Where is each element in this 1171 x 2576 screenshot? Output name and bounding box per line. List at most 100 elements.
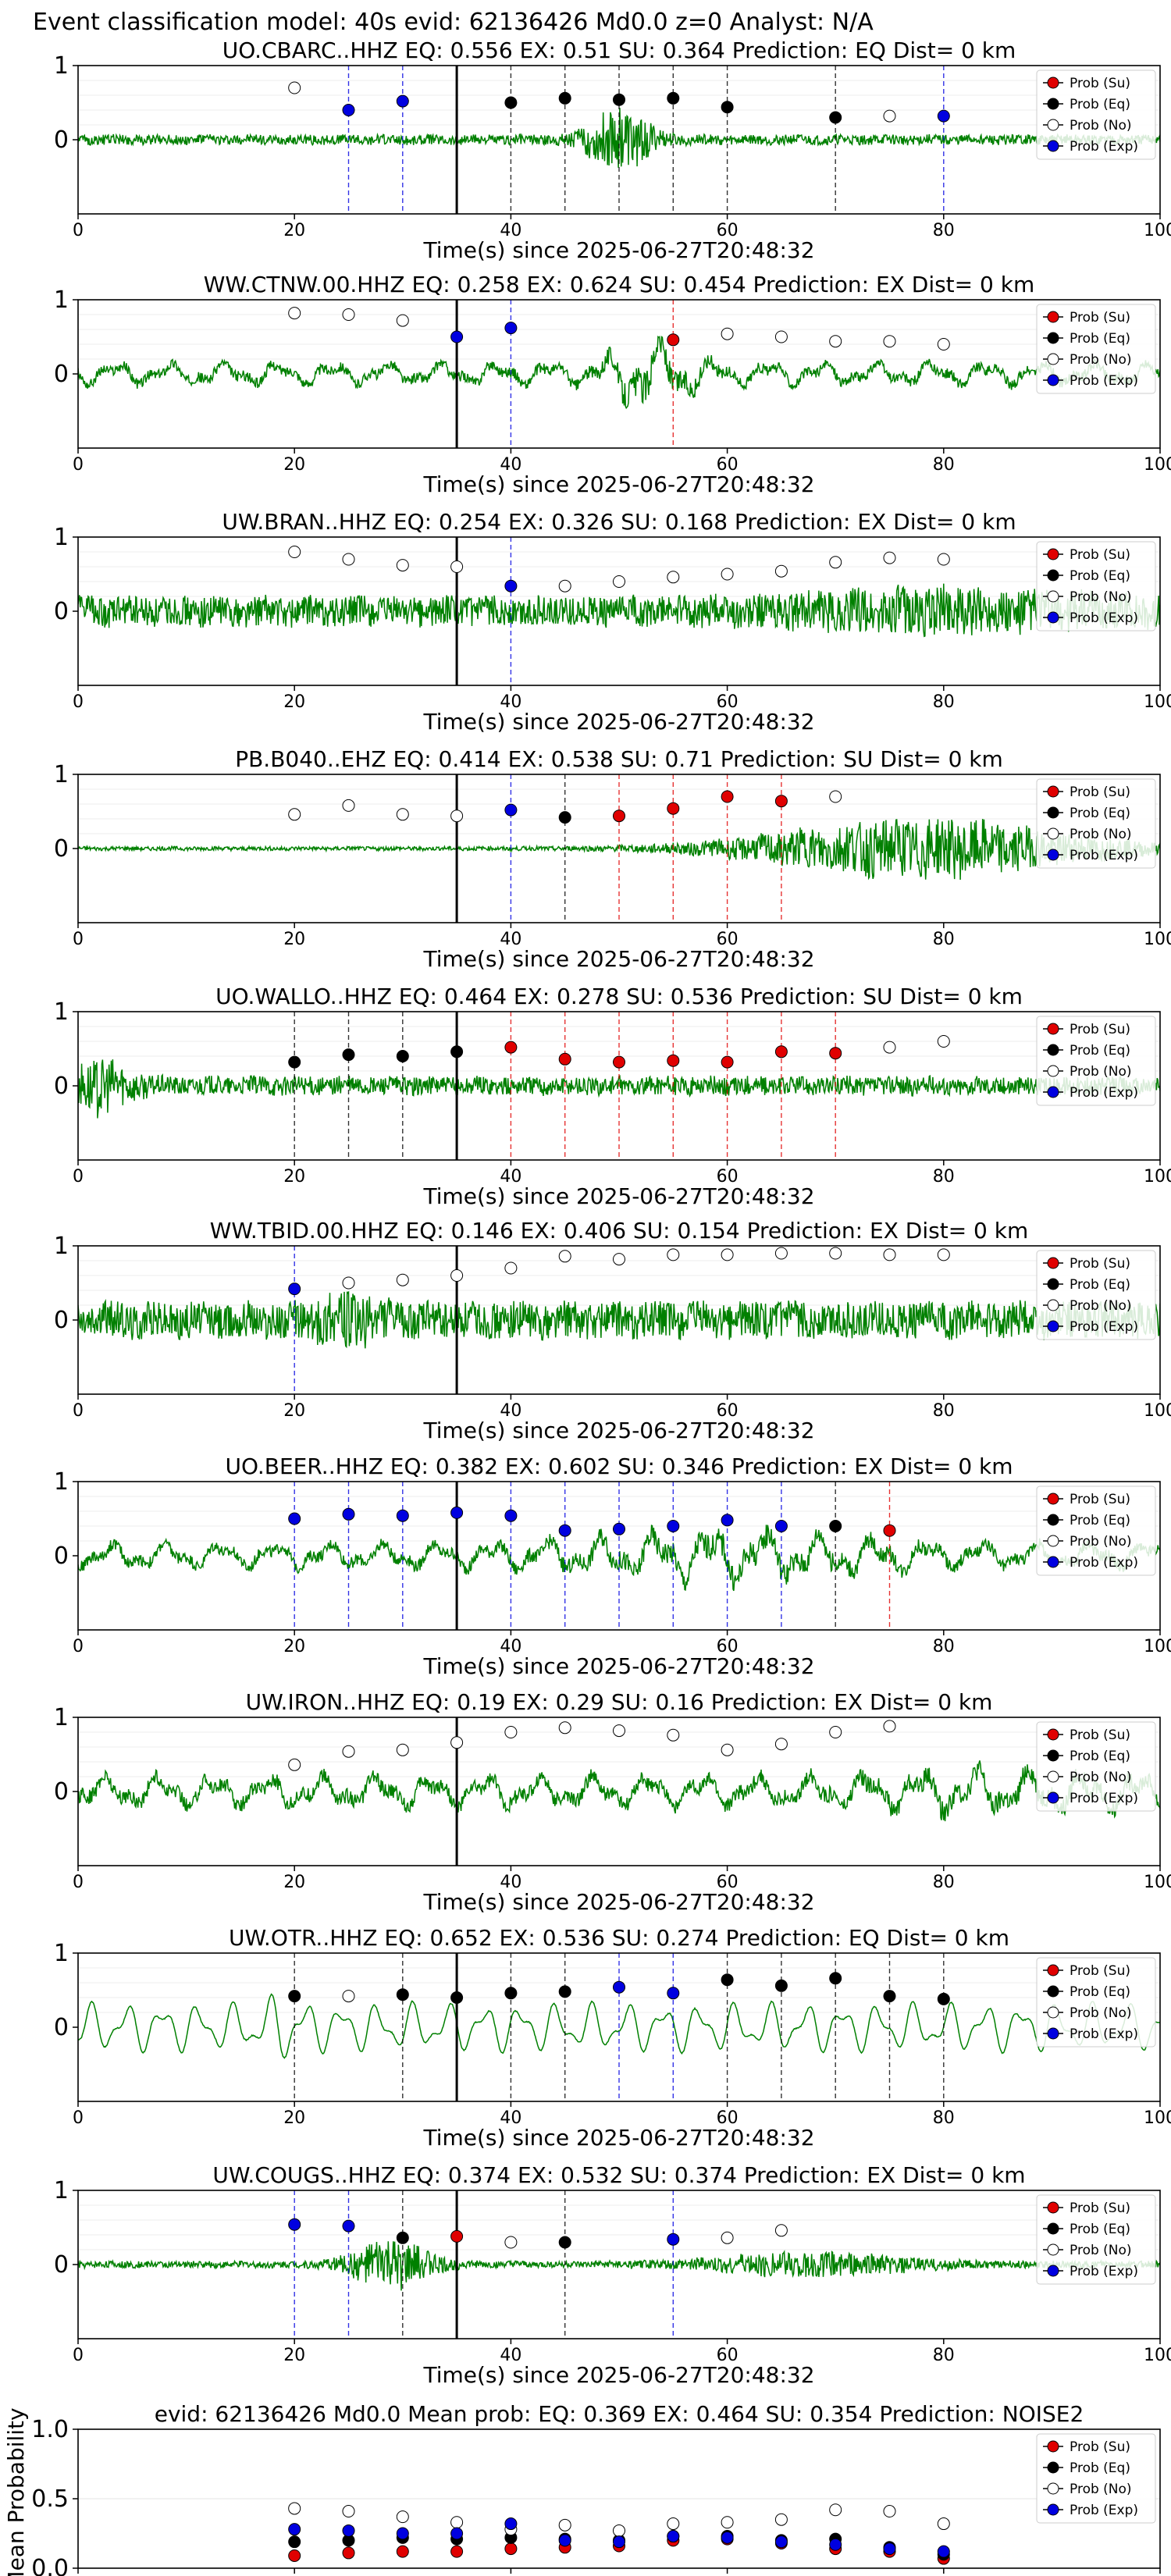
prob-point-no (721, 327, 734, 340)
x-tick-label: 20 (283, 1167, 305, 1187)
legend-marker (1047, 332, 1059, 344)
prob-point-no (396, 808, 409, 821)
prob-point-eq (504, 1987, 518, 2000)
legend-marker (1047, 1086, 1059, 1098)
prob-point-no (883, 1041, 896, 1054)
x-tick-label: 20 (283, 221, 305, 240)
prob-point-eq (288, 1055, 301, 1069)
legend-label: Prob (Su) (1070, 1727, 1130, 1743)
waveform-trace (78, 583, 1160, 638)
mean-point-exp (342, 2524, 355, 2537)
legend-box (1036, 778, 1156, 869)
legend-box (1036, 304, 1156, 394)
x-tick-label: 40 (500, 1167, 521, 1187)
x-tick-label: 60 (717, 1873, 739, 1892)
legend-label: Prob (No) (1070, 589, 1132, 605)
prob-point-eq (558, 811, 571, 824)
x-axis-label: Time(s) since 2025-06-27T20:48:32 (422, 1183, 814, 1209)
legend-marker (1047, 140, 1059, 152)
prob-point-no (721, 568, 734, 581)
prob-point-eq (504, 96, 518, 109)
mean-point-su (450, 2545, 464, 2558)
x-tick-label: 60 (717, 1401, 739, 1421)
prob-point-eq (450, 1045, 464, 1059)
prob-point-no (342, 799, 355, 812)
legend-box (1036, 1250, 1156, 1340)
prob-point-no (883, 109, 896, 123)
x-tick-label: 100 (1144, 455, 1171, 475)
mean-point-exp (396, 2527, 409, 2540)
panel-title: UO.BEER..HHZ EQ: 0.382 EX: 0.602 SU: 0.3… (225, 1453, 1013, 1479)
panel-title: UW.BRAN..HHZ EQ: 0.254 EX: 0.326 SU: 0.1… (222, 509, 1016, 535)
panels: UO.CBARC..HHZ EQ: 0.556 EX: 0.51 SU: 0.3… (3, 37, 1171, 2576)
prob-point-no (450, 560, 464, 573)
x-tick-label: 100 (1144, 692, 1171, 712)
legend-label: Prob (No) (1070, 2243, 1132, 2258)
x-tick-label: 40 (500, 221, 521, 240)
legend-label: Prob (No) (1070, 1534, 1132, 1550)
figure-title: Event classification model: 40s evid: 62… (33, 9, 874, 36)
legend-marker (1047, 1535, 1059, 1547)
prob-point-no (613, 1253, 625, 1266)
mean-point-exp (558, 2534, 571, 2547)
legend-label: Prob (Su) (1070, 2439, 1130, 2455)
mean-point-su (396, 2545, 409, 2558)
x-tick-label: 100 (1144, 2108, 1171, 2128)
legend-label: Prob (Eq) (1070, 806, 1130, 821)
prob-point-no (721, 2231, 734, 2244)
y-tick-label: 1 (54, 2177, 69, 2204)
prob-point-no (667, 1728, 680, 1742)
legend-marker (1047, 849, 1059, 861)
prob-point-su (667, 333, 680, 347)
legend-label: Prob (No) (1070, 2005, 1132, 2021)
prob-point-exp (396, 94, 409, 108)
mean-point-su (342, 2546, 355, 2560)
prob-point-su (504, 1041, 518, 1054)
prob-point-no (829, 790, 842, 803)
legend-marker (1047, 569, 1059, 582)
prob-point-no (342, 553, 355, 566)
legend-label: Prob (Eq) (1070, 1749, 1130, 1764)
prob-point-eq (450, 1991, 464, 2004)
legend-label: Prob (No) (1070, 1298, 1132, 1314)
x-tick-label: 100 (1144, 221, 1171, 240)
waveform-trace (78, 2241, 1160, 2291)
x-tick-label: 80 (933, 2108, 955, 2128)
mean-point-exp (774, 2535, 788, 2549)
prob-point-eq (667, 91, 680, 105)
y-tick-label: 0 (54, 1778, 69, 1806)
legend-marker (1047, 374, 1059, 386)
legend-marker (1047, 1278, 1059, 1290)
prob-point-no (829, 1726, 842, 1738)
x-tick-label: 40 (500, 1873, 521, 1892)
prob-point-no (558, 1250, 571, 1263)
prob-point-su (558, 1052, 571, 1066)
panel-title: UW.COUGS..HHZ EQ: 0.374 EX: 0.532 SU: 0.… (212, 2162, 1025, 2188)
legend-box (1036, 1957, 1156, 2048)
legend-marker (1047, 2006, 1059, 2019)
mean-panel: evid: 62136426 Md0.0 Mean prob: EQ: 0.36… (3, 2401, 1171, 2576)
plot-frame (77, 1717, 1161, 1866)
legend-marker (1047, 98, 1059, 110)
y-axis-label: Mean Probability (3, 2407, 29, 2576)
legend-label: Prob (Exp) (1070, 1319, 1138, 1335)
prob-point-exp (450, 1506, 464, 1519)
prob-point-exp (558, 1524, 571, 1537)
prob-point-eq (342, 1048, 355, 1062)
prob-point-su (667, 1054, 680, 1067)
prob-point-no (937, 1035, 950, 1048)
legend-box (1036, 2433, 1156, 2524)
legend-box (1036, 2194, 1156, 2285)
y-tick-label: 1.0 (31, 2416, 69, 2443)
legend-marker (1047, 1749, 1059, 1762)
prob-point-exp (288, 2218, 301, 2231)
mean-point-no (721, 2516, 734, 2529)
y-tick-label: 1 (54, 286, 69, 314)
x-tick-label: 20 (283, 1401, 305, 1421)
panel-title: PB.B040..EHZ EQ: 0.414 EX: 0.538 SU: 0.7… (235, 746, 1003, 772)
prob-point-exp (667, 1987, 680, 2000)
prob-point-exp (288, 1283, 301, 1296)
station-panel-7: UO.BEER..HHZ EQ: 0.382 EX: 0.602 SU: 0.3… (54, 1453, 1171, 1679)
x-tick-label: 80 (933, 2346, 955, 2365)
legend-label: Prob (No) (1070, 118, 1132, 133)
